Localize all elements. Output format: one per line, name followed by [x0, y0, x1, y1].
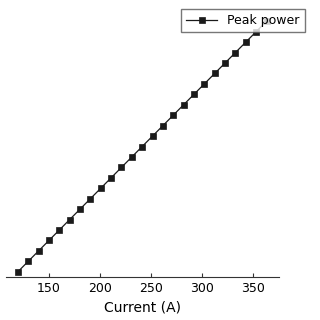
Peak power	[140, 145, 144, 148]
Line: Peak power: Peak power	[15, 18, 270, 275]
Peak power	[68, 218, 72, 221]
Peak power	[203, 82, 206, 86]
Peak power	[57, 228, 61, 232]
Peak power	[151, 134, 155, 138]
Peak power	[88, 197, 92, 201]
Peak power	[234, 51, 237, 54]
Peak power	[254, 30, 258, 34]
Peak power	[244, 40, 248, 44]
Peak power	[213, 71, 217, 75]
Peak power	[109, 176, 113, 180]
X-axis label: Current (A): Current (A)	[104, 300, 181, 315]
Peak power	[171, 113, 175, 117]
Peak power	[161, 124, 165, 128]
Legend: Peak power: Peak power	[181, 9, 305, 32]
Peak power	[78, 207, 82, 211]
Peak power	[192, 92, 196, 96]
Peak power	[223, 61, 227, 65]
Peak power	[26, 260, 30, 263]
Peak power	[120, 165, 124, 169]
Peak power	[47, 239, 51, 243]
Peak power	[265, 19, 268, 23]
Peak power	[16, 270, 20, 274]
Peak power	[37, 249, 41, 253]
Peak power	[99, 186, 103, 190]
Peak power	[130, 155, 134, 159]
Peak power	[182, 103, 186, 107]
